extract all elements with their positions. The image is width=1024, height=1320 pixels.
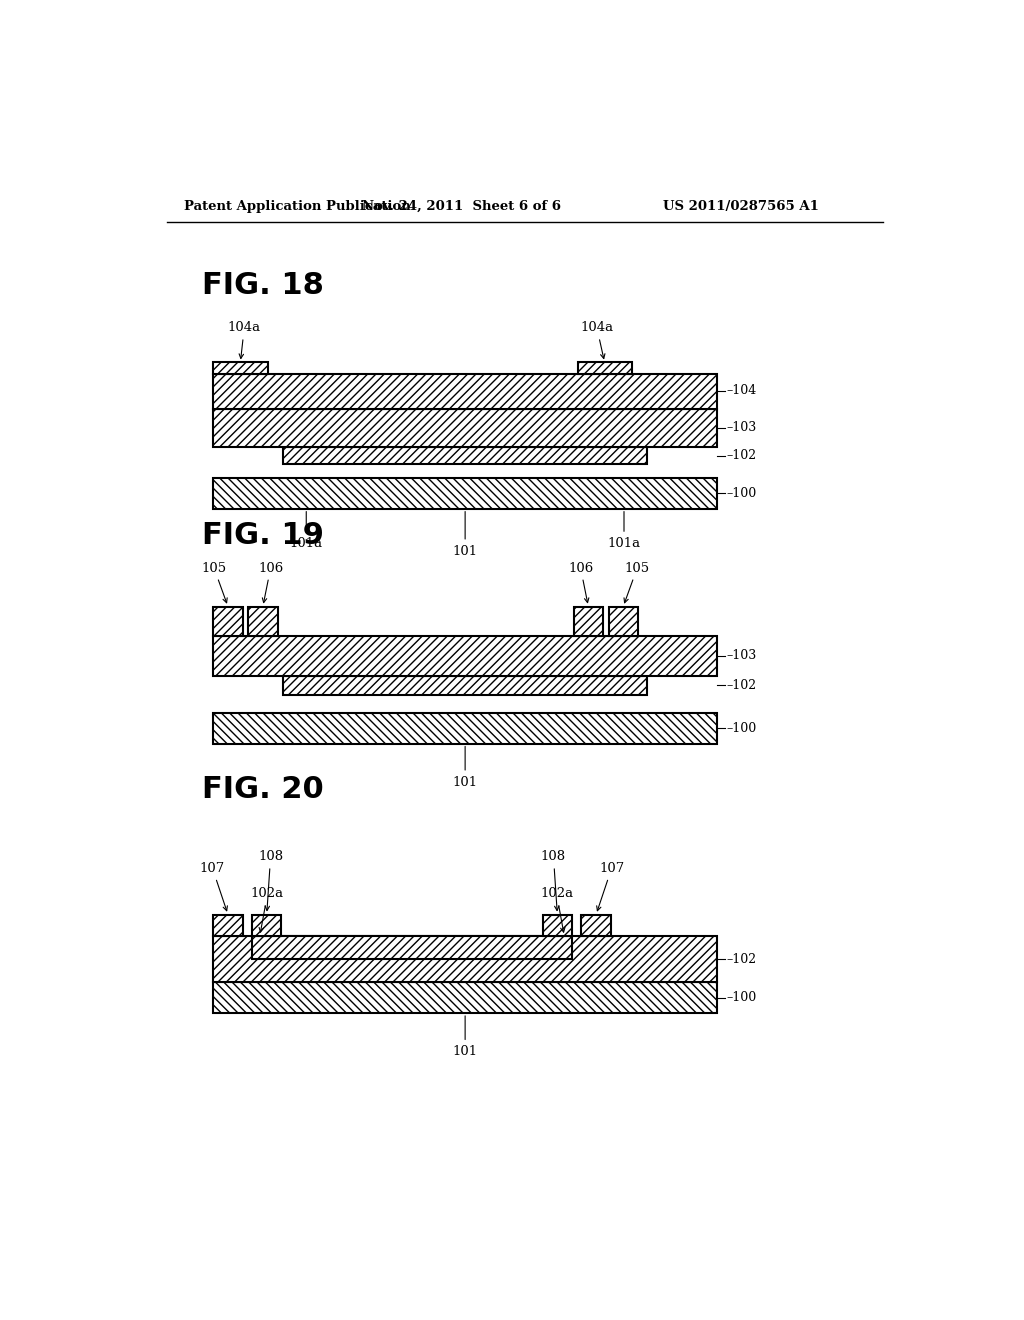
Bar xyxy=(543,915,572,936)
Text: –100: –100 xyxy=(726,487,757,500)
Text: –104: –104 xyxy=(726,384,757,397)
Text: 101: 101 xyxy=(453,512,477,557)
Bar xyxy=(213,363,267,374)
Text: 104a: 104a xyxy=(227,321,261,359)
Text: 108: 108 xyxy=(258,850,284,911)
Bar xyxy=(213,713,717,743)
Text: –100: –100 xyxy=(726,991,757,1005)
Text: 102a: 102a xyxy=(251,887,284,932)
Bar xyxy=(582,915,611,936)
Text: 104a: 104a xyxy=(581,321,613,359)
Bar xyxy=(248,607,278,636)
Text: FIG. 19: FIG. 19 xyxy=(202,521,324,550)
Text: 101: 101 xyxy=(453,1016,477,1059)
Bar xyxy=(213,607,243,636)
Text: 106: 106 xyxy=(258,561,284,603)
Text: Patent Application Publication: Patent Application Publication xyxy=(183,199,411,213)
Bar xyxy=(608,607,638,636)
Text: 101: 101 xyxy=(453,746,477,788)
Text: FIG. 20: FIG. 20 xyxy=(202,775,324,804)
Bar xyxy=(573,607,603,636)
Text: US 2011/0287565 A1: US 2011/0287565 A1 xyxy=(663,199,818,213)
Text: Nov. 24, 2011  Sheet 6 of 6: Nov. 24, 2011 Sheet 6 of 6 xyxy=(361,199,561,213)
Text: 106: 106 xyxy=(568,561,593,603)
Bar xyxy=(213,478,717,508)
Text: –103: –103 xyxy=(726,649,757,663)
Text: –102: –102 xyxy=(726,953,757,966)
Bar xyxy=(578,363,632,374)
Bar xyxy=(213,409,717,447)
Bar xyxy=(252,915,282,936)
Bar xyxy=(283,676,647,696)
Bar xyxy=(213,936,717,982)
Bar xyxy=(213,636,717,676)
Bar xyxy=(213,982,717,1014)
Text: 102a: 102a xyxy=(540,887,573,932)
Bar xyxy=(252,936,572,960)
Text: 105: 105 xyxy=(202,561,227,603)
Bar xyxy=(213,374,717,409)
Text: –103: –103 xyxy=(726,421,757,434)
Text: 105: 105 xyxy=(624,561,650,603)
Text: FIG. 18: FIG. 18 xyxy=(202,271,324,300)
Text: 107: 107 xyxy=(200,862,227,911)
Text: –100: –100 xyxy=(726,722,757,735)
Text: 108: 108 xyxy=(541,850,566,911)
Bar xyxy=(213,915,243,936)
Text: 101a: 101a xyxy=(290,512,323,550)
Text: –102: –102 xyxy=(726,678,757,692)
Text: –102: –102 xyxy=(726,449,757,462)
Text: 101a: 101a xyxy=(607,512,641,550)
Text: 107: 107 xyxy=(597,862,625,911)
Bar xyxy=(283,447,647,465)
